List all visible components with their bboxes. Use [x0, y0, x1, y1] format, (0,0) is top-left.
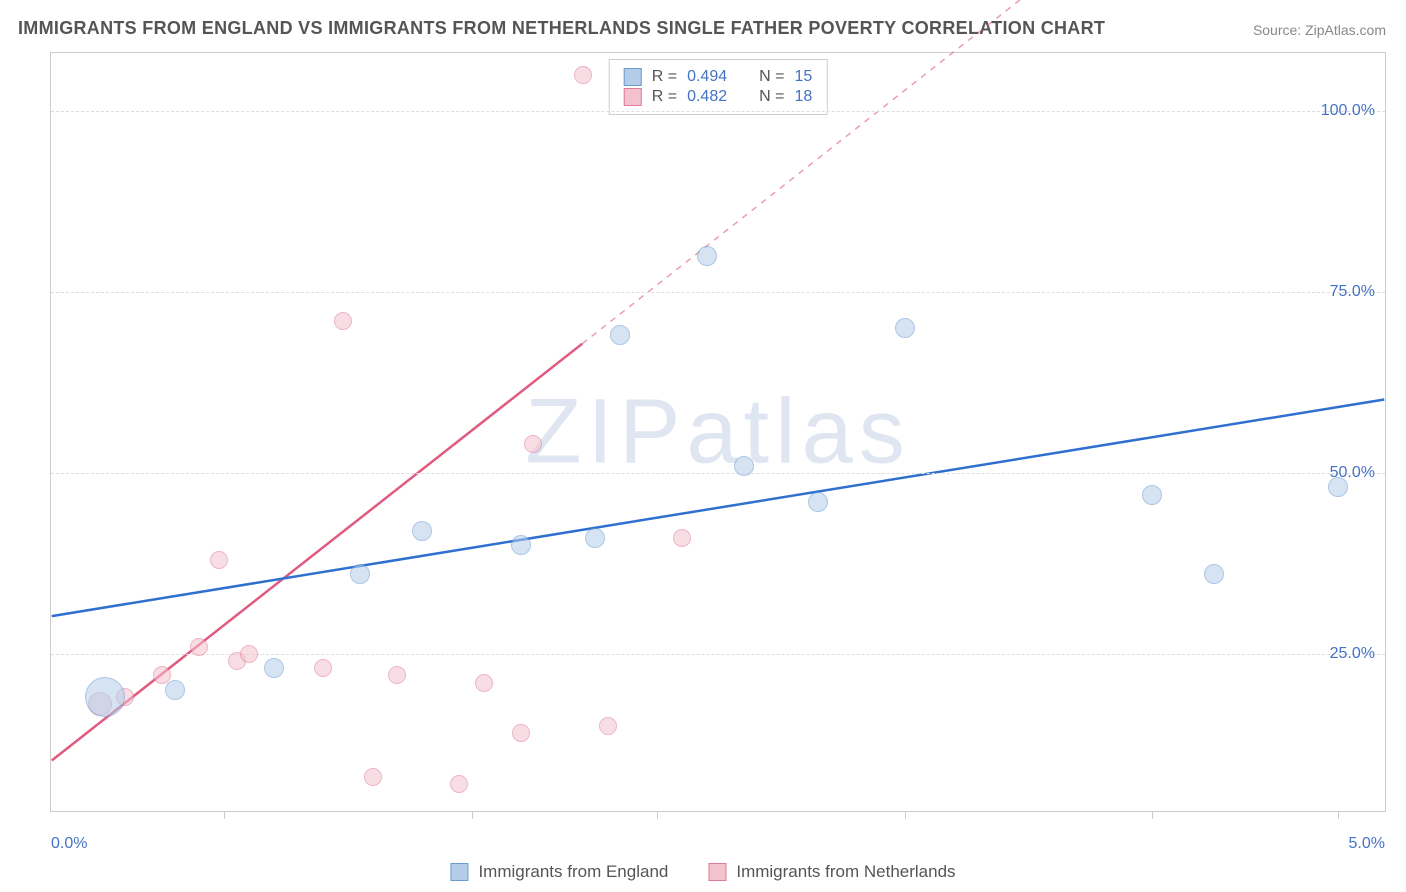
gridline-h — [51, 111, 1385, 112]
england-point — [697, 246, 717, 266]
legend-swatch — [624, 88, 642, 106]
legend-swatch — [450, 863, 468, 881]
netherlands-point — [673, 529, 691, 547]
x-tick — [657, 811, 658, 819]
netherlands-point — [190, 638, 208, 656]
netherlands-point — [334, 312, 352, 330]
legend-label: Immigrants from Netherlands — [736, 862, 955, 882]
chart-title: IMMIGRANTS FROM ENGLAND VS IMMIGRANTS FR… — [18, 18, 1105, 39]
trend-lines-layer — [51, 53, 1385, 811]
netherlands-point — [364, 768, 382, 786]
stats-row: R = 0.482 N = 18 — [624, 88, 813, 106]
england-point — [165, 680, 185, 700]
england-point — [808, 492, 828, 512]
y-tick-label: 75.0% — [1330, 283, 1375, 301]
england-point — [85, 677, 125, 717]
legend-swatch — [708, 863, 726, 881]
netherlands-point — [388, 666, 406, 684]
england-point — [350, 564, 370, 584]
r-value: 0.482 — [687, 88, 727, 106]
legend-swatch — [624, 68, 642, 86]
england-point — [610, 325, 630, 345]
england-point — [412, 521, 432, 541]
plot-area: ZIPatlas R =0.494N =15R =0.482N =18 0.0%… — [50, 52, 1386, 812]
stats-row: R = 0.494 N = 15 — [624, 68, 813, 86]
gridline-h — [51, 292, 1385, 293]
x-tick-label-max: 5.0% — [1349, 835, 1385, 853]
netherlands-point — [599, 717, 617, 735]
x-tick-label-min: 0.0% — [51, 835, 87, 853]
legend-item: Immigrants from Netherlands — [708, 862, 955, 882]
x-tick — [472, 811, 473, 819]
y-tick-label: 100.0% — [1321, 102, 1375, 120]
r-value: 0.494 — [687, 68, 727, 86]
england-point — [1142, 485, 1162, 505]
england-point — [734, 456, 754, 476]
netherlands-point — [475, 674, 493, 692]
bottom-legend: Immigrants from England Immigrants from N… — [450, 862, 955, 882]
netherlands-point — [524, 435, 542, 453]
n-label: N = — [759, 68, 784, 86]
england-point — [511, 535, 531, 555]
y-tick-label: 25.0% — [1330, 645, 1375, 663]
gridline-h — [51, 473, 1385, 474]
n-label: N = — [759, 88, 784, 106]
watermark-text: ZIPatlas — [525, 380, 910, 485]
n-value: 15 — [794, 68, 812, 86]
england-point — [264, 658, 284, 678]
england-point — [1204, 564, 1224, 584]
netherlands-point — [512, 724, 530, 742]
legend-item: Immigrants from England — [450, 862, 668, 882]
netherlands-point — [574, 66, 592, 84]
correlation-stats-box: R = 0.494 N = 15 R = 0.482 N = 18 — [609, 59, 828, 115]
england-point — [895, 318, 915, 338]
n-value: 18 — [794, 88, 812, 106]
england-point — [1328, 477, 1348, 497]
r-label: R = — [652, 68, 677, 86]
england-trendline — [52, 400, 1384, 617]
x-tick — [224, 811, 225, 819]
netherlands-point — [314, 659, 332, 677]
source-label: Source: ZipAtlas.com — [1253, 22, 1386, 38]
x-tick — [905, 811, 906, 819]
netherlands-point — [210, 551, 228, 569]
x-tick — [1152, 811, 1153, 819]
r-label: R = — [652, 88, 677, 106]
england-point — [585, 528, 605, 548]
netherlands-point — [450, 775, 468, 793]
x-tick — [1338, 811, 1339, 819]
netherlands-point — [240, 645, 258, 663]
legend-label: Immigrants from England — [478, 862, 668, 882]
